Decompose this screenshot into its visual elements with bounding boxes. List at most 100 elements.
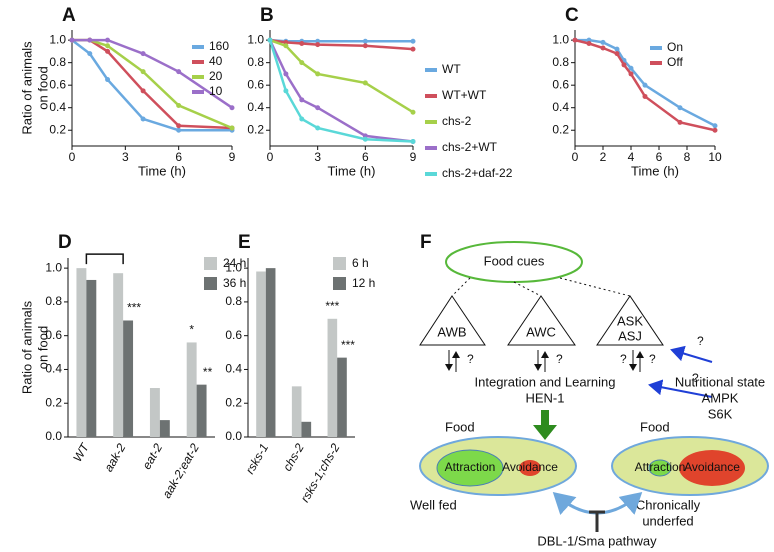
legend-label: chs-2+daf-22 xyxy=(442,166,513,180)
input-arrows xyxy=(648,345,713,398)
legend-swatch xyxy=(204,277,217,290)
x-tick-label: 9 xyxy=(229,150,236,164)
x-tick-label: 3 xyxy=(122,150,129,164)
legend-label: 10 xyxy=(209,84,223,98)
y-tick-label: 0.2 xyxy=(49,122,66,136)
line xyxy=(268,39,414,143)
avoidance: Avoidance xyxy=(502,460,558,474)
avoidance-ellipse xyxy=(679,450,745,486)
point xyxy=(410,138,416,144)
x-tick-label: 0 xyxy=(69,150,76,164)
legend-label: chs-2 xyxy=(442,114,472,128)
point xyxy=(712,127,718,133)
point xyxy=(176,102,182,108)
point xyxy=(283,71,289,77)
y-tick-label: 0.6 xyxy=(247,77,264,91)
point xyxy=(87,37,93,43)
significance: ** xyxy=(203,365,213,379)
point xyxy=(614,51,620,57)
bar xyxy=(76,268,87,437)
comparison-bracket xyxy=(85,253,124,265)
output-arrow xyxy=(533,410,557,440)
point xyxy=(677,105,683,111)
x-tick-label: 2 xyxy=(600,150,607,164)
x-tick-label: 0 xyxy=(572,150,579,164)
panel-label: A xyxy=(62,5,76,26)
x-tick-label: aak-2 xyxy=(101,441,128,474)
y-tick-label: 0.4 xyxy=(247,100,264,114)
point xyxy=(87,51,93,57)
point xyxy=(315,71,321,77)
significance: * xyxy=(189,323,194,337)
point xyxy=(621,62,627,68)
point xyxy=(315,42,321,48)
legend-label: chs-2+WT xyxy=(442,140,498,154)
point xyxy=(176,123,182,129)
point xyxy=(140,69,146,75)
bar xyxy=(123,320,134,437)
y-tick-label: 0.4 xyxy=(49,100,66,114)
line xyxy=(71,39,232,132)
point xyxy=(299,60,305,66)
signal-arrows xyxy=(445,350,644,372)
neuron: ASJ xyxy=(618,328,642,343)
y-tick-label: 0.6 xyxy=(45,328,62,342)
point xyxy=(642,82,648,88)
x-tick-label: aak-2;eat-2 xyxy=(159,441,202,501)
x-tick-label: 6 xyxy=(656,150,663,164)
point xyxy=(299,116,305,122)
point xyxy=(614,46,620,52)
diagram: F Food cues AWB AWC ASK ASJ ? ? ? ? ? ? … xyxy=(410,232,769,548)
line xyxy=(269,38,414,51)
significance: *** xyxy=(325,299,339,313)
panel-label: F xyxy=(420,232,432,253)
neuron: ASK xyxy=(617,313,643,328)
food-cues: Food cues xyxy=(484,253,545,268)
y-tick-label: 0.4 xyxy=(225,362,242,376)
input: S6K xyxy=(708,406,733,421)
bar xyxy=(159,420,170,437)
legend-label: 6 h xyxy=(352,256,369,270)
legend-label: Off xyxy=(667,55,683,69)
y-tick-label: 0.2 xyxy=(225,395,242,409)
point xyxy=(315,105,321,111)
transition-arrow xyxy=(552,491,643,515)
panel-label: B xyxy=(260,5,274,26)
legend-label: 24 h xyxy=(223,256,246,270)
significance: *** xyxy=(127,301,141,315)
point xyxy=(410,109,416,115)
point xyxy=(140,88,146,94)
y-tick-label: 0.8 xyxy=(49,55,66,69)
y-tick-label: 1.0 xyxy=(225,260,242,274)
point xyxy=(299,97,305,103)
question-mark: ? xyxy=(467,352,474,366)
point xyxy=(105,48,111,54)
point xyxy=(586,41,592,47)
point xyxy=(69,37,75,43)
y-tick-label: 1.0 xyxy=(45,260,62,274)
question-mark: ? xyxy=(556,352,563,366)
x-tick-label: eat-2 xyxy=(139,441,165,472)
attraction: Attraction xyxy=(445,460,496,474)
y-tick-label: 0.6 xyxy=(552,77,569,91)
attraction: Attraction xyxy=(635,460,686,474)
legend-label: 20 xyxy=(209,69,223,83)
point xyxy=(105,43,111,49)
panel-label: E xyxy=(238,232,251,253)
y-tick-label: 0.6 xyxy=(49,77,66,91)
state-label: Chronically xyxy=(636,497,701,512)
question-mark: ? xyxy=(697,334,704,348)
legend-label: WT xyxy=(442,62,461,76)
legend-swatch xyxy=(333,257,346,270)
point xyxy=(315,125,321,131)
y-tick-label: 1.0 xyxy=(247,32,264,46)
point xyxy=(628,71,634,77)
point xyxy=(283,88,289,94)
neuron: AWC xyxy=(526,324,556,339)
point xyxy=(229,125,235,131)
point xyxy=(140,51,146,57)
integration: Integration and Learning xyxy=(475,374,616,389)
cue-links xyxy=(451,277,631,297)
question-mark: ? xyxy=(620,352,627,366)
x-tick-label: 9 xyxy=(410,150,417,164)
